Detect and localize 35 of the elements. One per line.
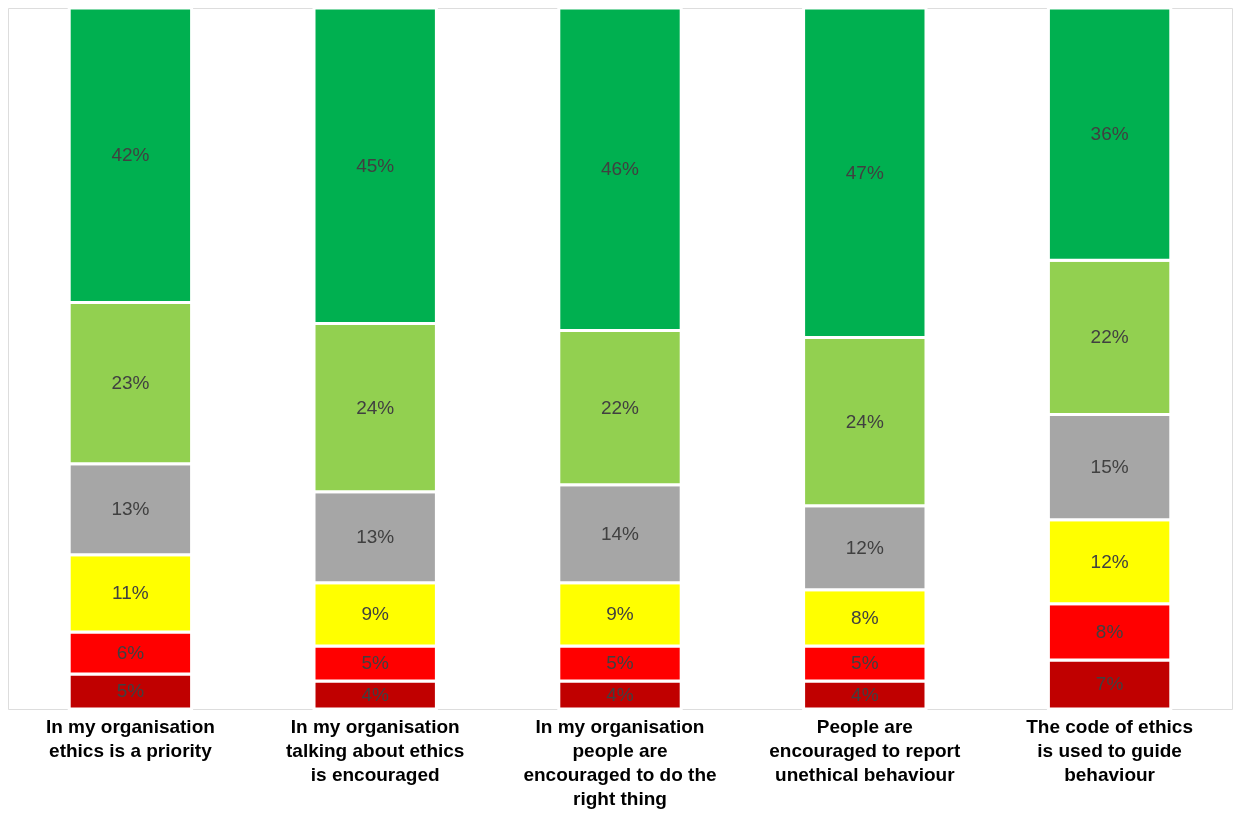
data-label: 47% xyxy=(845,161,884,183)
data-label: 5% xyxy=(361,652,390,674)
data-label: 4% xyxy=(606,683,634,705)
data-label: 24% xyxy=(356,396,395,418)
x-tick-label: In my organisation talking about ethics is encouraged xyxy=(285,715,465,785)
data-label: 12% xyxy=(1090,550,1129,572)
data-label: 6% xyxy=(116,641,145,663)
data-label: 9% xyxy=(361,603,390,625)
data-label: 13% xyxy=(111,498,150,520)
data-label: 8% xyxy=(1095,620,1124,642)
data-label: 45% xyxy=(356,154,395,176)
data-label: 8% xyxy=(851,606,879,628)
data-label: 15% xyxy=(1090,456,1129,478)
data-label: 7% xyxy=(1095,673,1124,695)
x-tick-label: In my organisation people are encouraged to do the right thing xyxy=(523,715,717,809)
data-label: 36% xyxy=(1090,123,1129,145)
data-label: 22% xyxy=(600,396,640,418)
data-label: 22% xyxy=(1090,326,1129,348)
data-label: 14% xyxy=(600,522,640,544)
data-label: 4% xyxy=(851,683,879,705)
data-label: 5% xyxy=(116,680,145,702)
data-label: 13% xyxy=(356,526,395,548)
data-label: 42% xyxy=(111,144,150,166)
x-tick-label: The code of ethics is used to guide behaviour xyxy=(1026,715,1194,785)
data-label: 11% xyxy=(112,582,149,604)
data-label: 5% xyxy=(851,652,879,674)
data-label: 46% xyxy=(600,158,640,180)
data-label: 24% xyxy=(845,410,884,432)
data-label: 23% xyxy=(111,372,150,394)
data-label: 9% xyxy=(606,603,634,625)
x-tick-label: People are encouraged to report unethical behaviour xyxy=(769,715,962,785)
x-tick-label: In my organisation ethics is a priority xyxy=(45,715,215,761)
data-label: 5% xyxy=(606,652,634,674)
data-label: 12% xyxy=(845,536,884,558)
data-label: 4% xyxy=(361,683,390,705)
